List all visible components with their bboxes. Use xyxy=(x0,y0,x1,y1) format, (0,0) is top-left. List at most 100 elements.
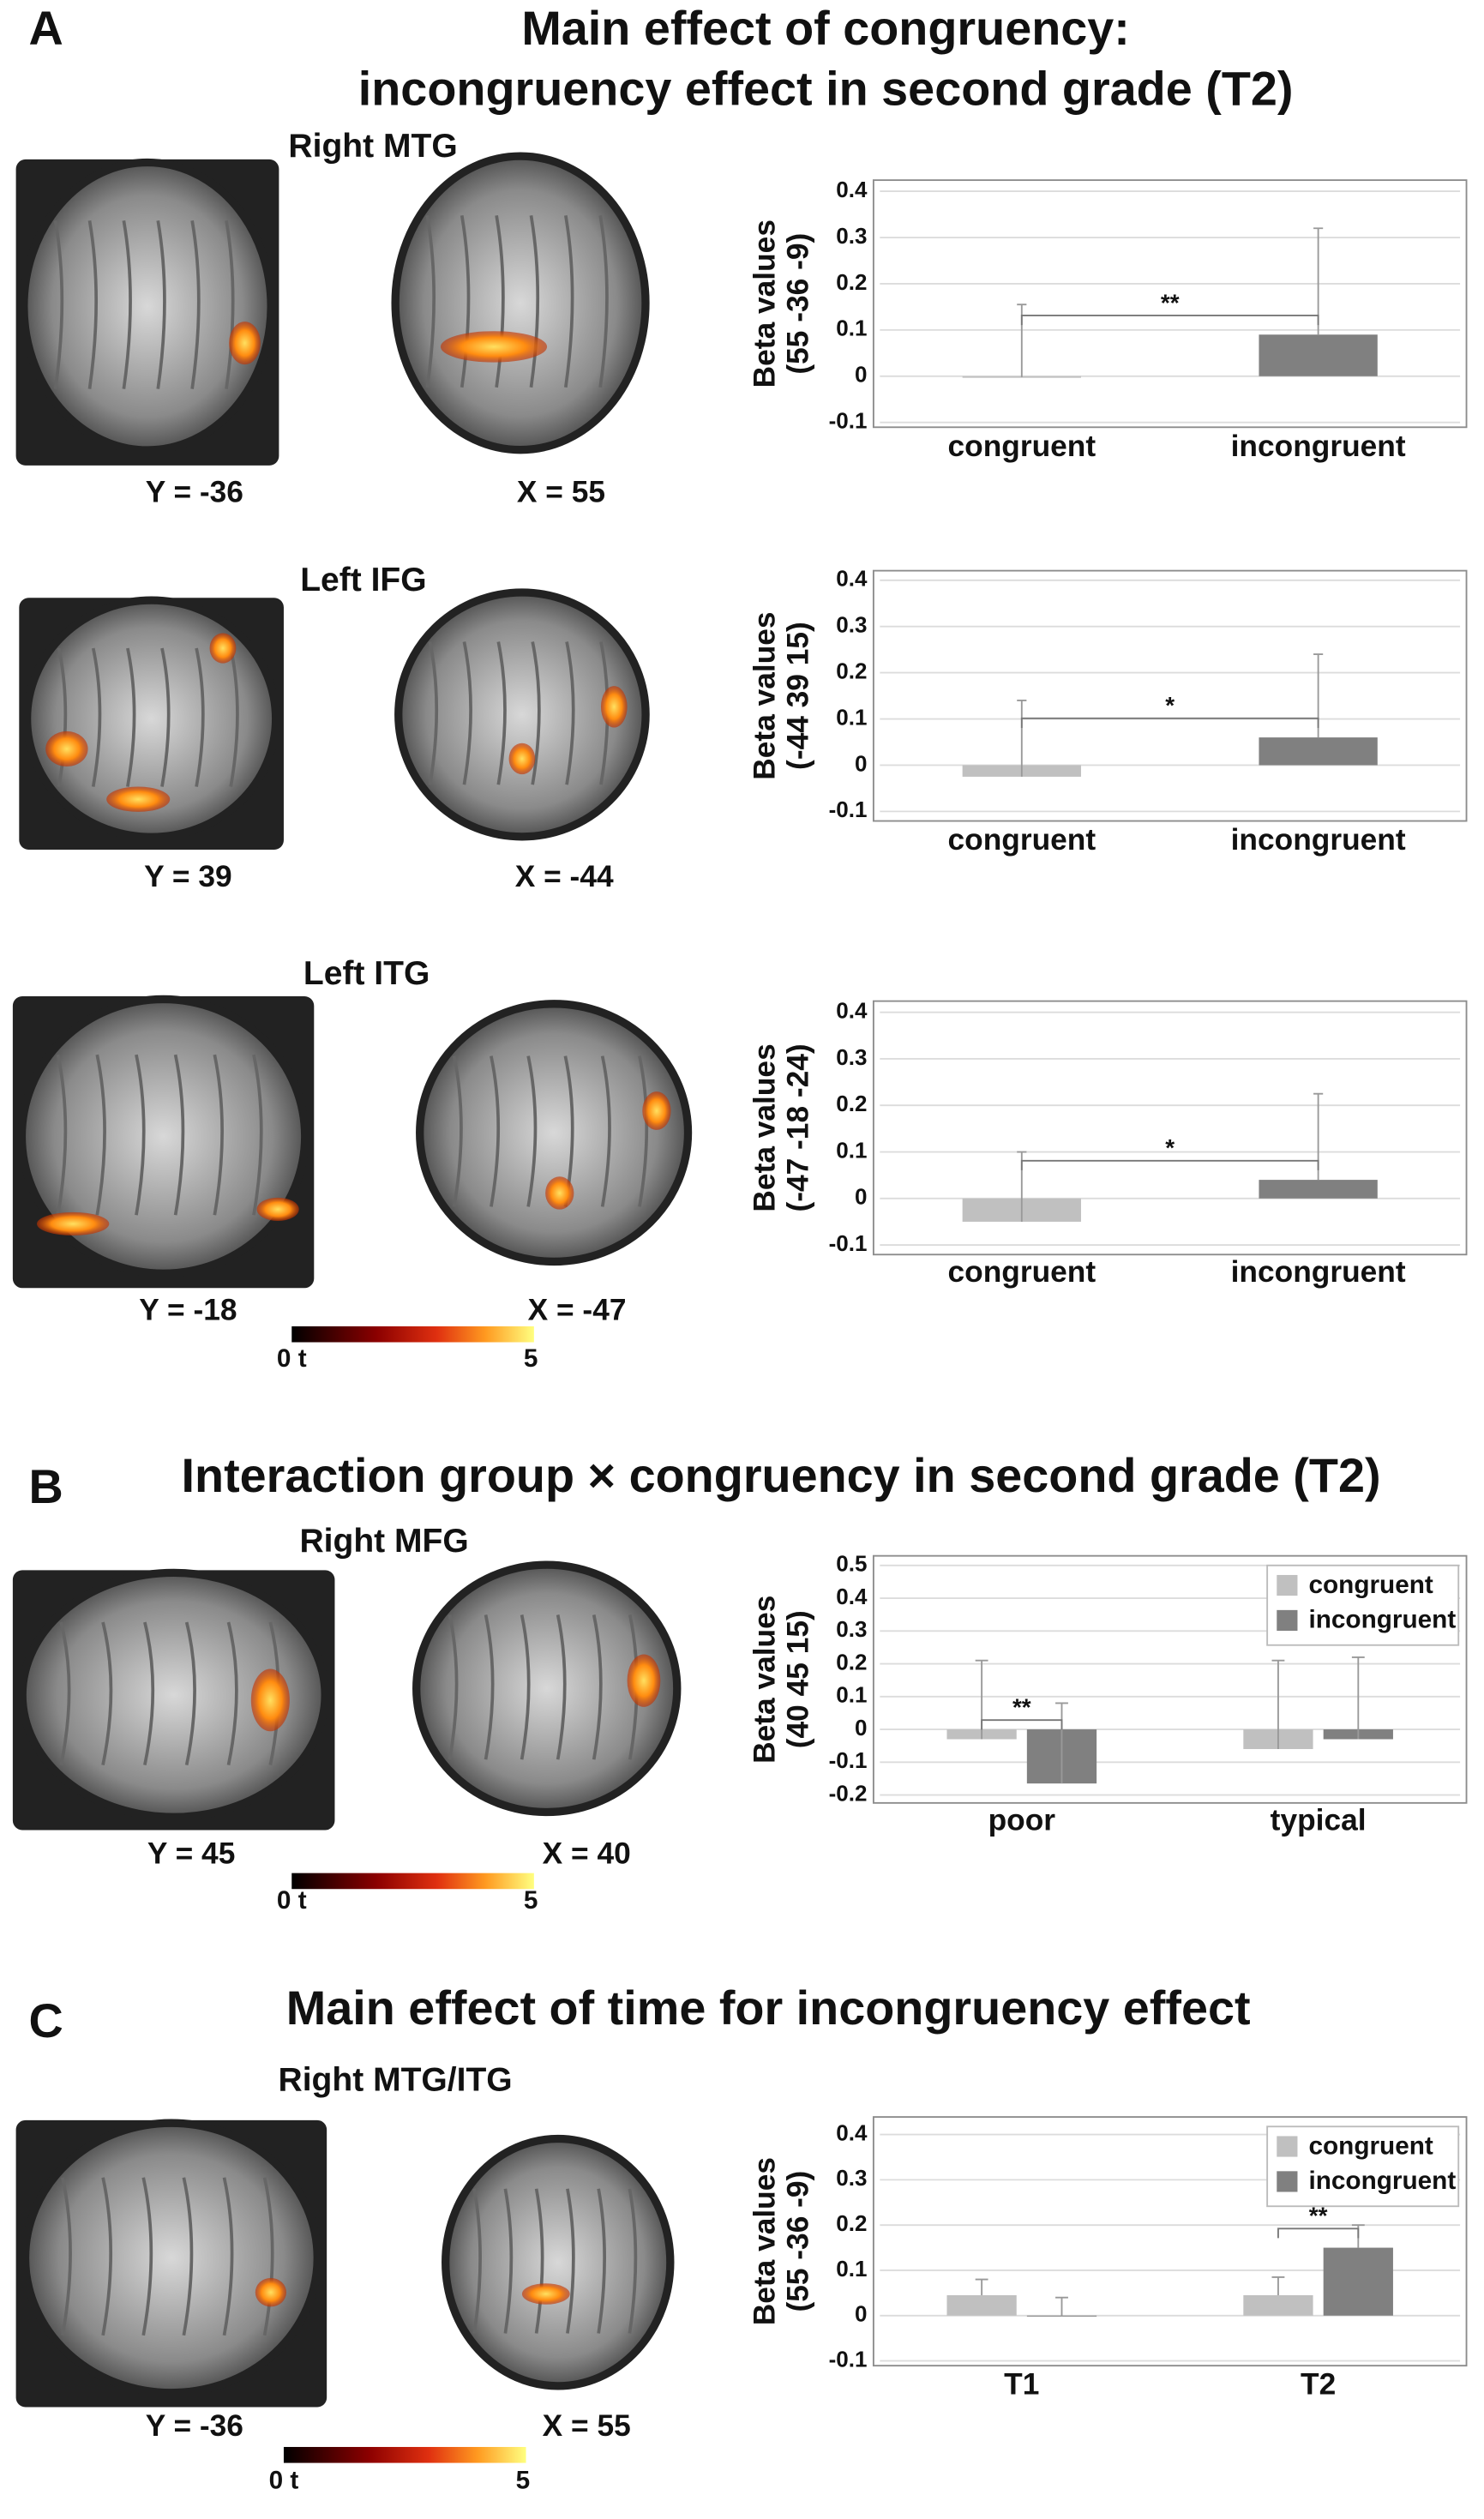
y-axis-label: (55 -36 -9) xyxy=(782,2171,815,2312)
colorbar-label: 5 xyxy=(524,1886,538,1915)
y-tick-label: 0 xyxy=(855,2301,867,2327)
brain-outline xyxy=(412,1560,682,1817)
brain-fold xyxy=(462,641,472,785)
legend-label: congruent xyxy=(1308,1571,1433,1599)
error-bar xyxy=(975,2278,988,2296)
brain-fold xyxy=(57,647,68,787)
y-tick-label: 0.4 xyxy=(836,2119,868,2145)
activation-blob xyxy=(106,786,171,812)
y-axis-label: (55 -36 -9) xyxy=(782,233,815,375)
legend-swatch xyxy=(1277,2171,1298,2192)
brain-fold xyxy=(490,1055,501,1207)
error-bar xyxy=(1271,1659,1285,1749)
brain-fold xyxy=(195,647,205,787)
brain-fold xyxy=(425,215,436,388)
brain-fold xyxy=(452,1055,463,1207)
y-tick-label: -0.1 xyxy=(829,797,868,822)
y-axis-label: (40 45 15) xyxy=(782,1610,815,1748)
brain-fold xyxy=(484,1614,495,1760)
y-tick-label: 0.3 xyxy=(836,2165,867,2191)
brain-fold xyxy=(190,220,201,389)
y-axis-label: (-47 -18 -24) xyxy=(782,1043,815,1211)
panel-title: incongruency effect in second grade (T2) xyxy=(358,63,1294,116)
activation-blob xyxy=(45,730,88,767)
brain-fold xyxy=(262,2177,274,2336)
activation-blob xyxy=(36,1211,110,1236)
y-tick-label: 0.1 xyxy=(836,704,867,730)
significance-bracket xyxy=(1277,2227,1360,2239)
y-tick-label: -0.1 xyxy=(829,1747,868,1773)
y-tick-label: 0 xyxy=(855,1715,867,1740)
colorbar xyxy=(283,2446,526,2463)
activation-blob xyxy=(256,1197,299,1222)
region-label: Right MTG/ITG xyxy=(279,2062,513,2099)
y-tick-label: 0.1 xyxy=(836,1682,867,1708)
x-tick-label: incongruent xyxy=(1231,1255,1406,1289)
brain-fold xyxy=(182,2177,194,2336)
panel-title: Main effect of time for incongruency eff… xyxy=(286,1981,1251,2035)
brain-fold xyxy=(101,2177,113,2336)
y-tick-label: 0.1 xyxy=(836,316,867,341)
y-tick-label: -0.1 xyxy=(829,408,868,434)
bar xyxy=(1259,1180,1378,1199)
y-tick-label: 0.2 xyxy=(836,269,867,295)
activation-blob xyxy=(521,2283,570,2305)
significance-bracket xyxy=(1020,315,1319,326)
y-tick-label: 0 xyxy=(855,1184,867,1210)
brain-fold xyxy=(135,1054,146,1216)
significance-label: ** xyxy=(1309,2203,1328,2229)
brain-outline xyxy=(18,1568,329,1821)
brain-fold xyxy=(565,641,575,785)
activation-blob xyxy=(440,331,548,363)
brain-fold xyxy=(143,1621,155,1766)
y-tick-label: 0.3 xyxy=(836,223,867,249)
y-tick-label: 0.5 xyxy=(836,1551,867,1577)
y-tick-label: 0.2 xyxy=(836,2210,867,2236)
x-tick-label: congruent xyxy=(947,430,1096,463)
region-label: Right MTG xyxy=(288,128,457,165)
brain-fold xyxy=(252,1054,263,1216)
y-tick-label: 0.2 xyxy=(836,658,867,683)
brain-fold xyxy=(229,647,239,787)
x-tick-label: incongruent xyxy=(1231,823,1406,857)
y-tick-label: 0.4 xyxy=(836,177,868,202)
x-tick-label: T2 xyxy=(1301,2368,1336,2402)
y-tick-label: 0.1 xyxy=(836,2256,867,2282)
y-tick-label: -0.1 xyxy=(829,1230,868,1256)
error-bar xyxy=(1271,2276,1285,2296)
y-tick-label: 0.4 xyxy=(836,566,868,592)
brain-outline xyxy=(21,2119,321,2397)
legend-box xyxy=(1266,2125,1460,2208)
bar xyxy=(1323,2247,1393,2316)
bar xyxy=(1259,737,1378,766)
activation-blob xyxy=(600,686,628,728)
brain-outline xyxy=(22,596,280,841)
y-tick-label: -0.2 xyxy=(829,1780,868,1806)
y-tick-label: 0 xyxy=(855,362,867,388)
brain-fold xyxy=(628,2188,638,2334)
colorbar-label: 5 xyxy=(524,1344,538,1373)
brain-fold xyxy=(529,215,540,388)
region-label: Left IFG xyxy=(300,562,426,598)
colorbar xyxy=(291,1326,534,1343)
brain-fold xyxy=(61,2177,72,2336)
panel-letter: A xyxy=(28,2,63,55)
brain-fold xyxy=(184,1621,196,1766)
brain-fold xyxy=(592,1614,603,1760)
y-tick-label: 0.2 xyxy=(836,1649,867,1674)
brain-fold xyxy=(600,1055,611,1207)
y-tick-label: 0.4 xyxy=(836,1584,868,1609)
slice-label: Y = -18 xyxy=(139,1294,237,1327)
brain-outline xyxy=(391,152,650,454)
legend-label: congruent xyxy=(1308,2131,1433,2160)
x-tick-label: poor xyxy=(988,1803,1056,1837)
significance-bracket xyxy=(1020,1159,1319,1170)
panel-letter: C xyxy=(28,1994,63,2047)
brain-fold xyxy=(59,1621,71,1766)
brain-fold xyxy=(556,1614,567,1760)
brain-fold xyxy=(213,1054,224,1216)
brain-fold xyxy=(173,1054,185,1216)
brain-outline xyxy=(17,995,309,1278)
brain-fold xyxy=(225,220,235,389)
